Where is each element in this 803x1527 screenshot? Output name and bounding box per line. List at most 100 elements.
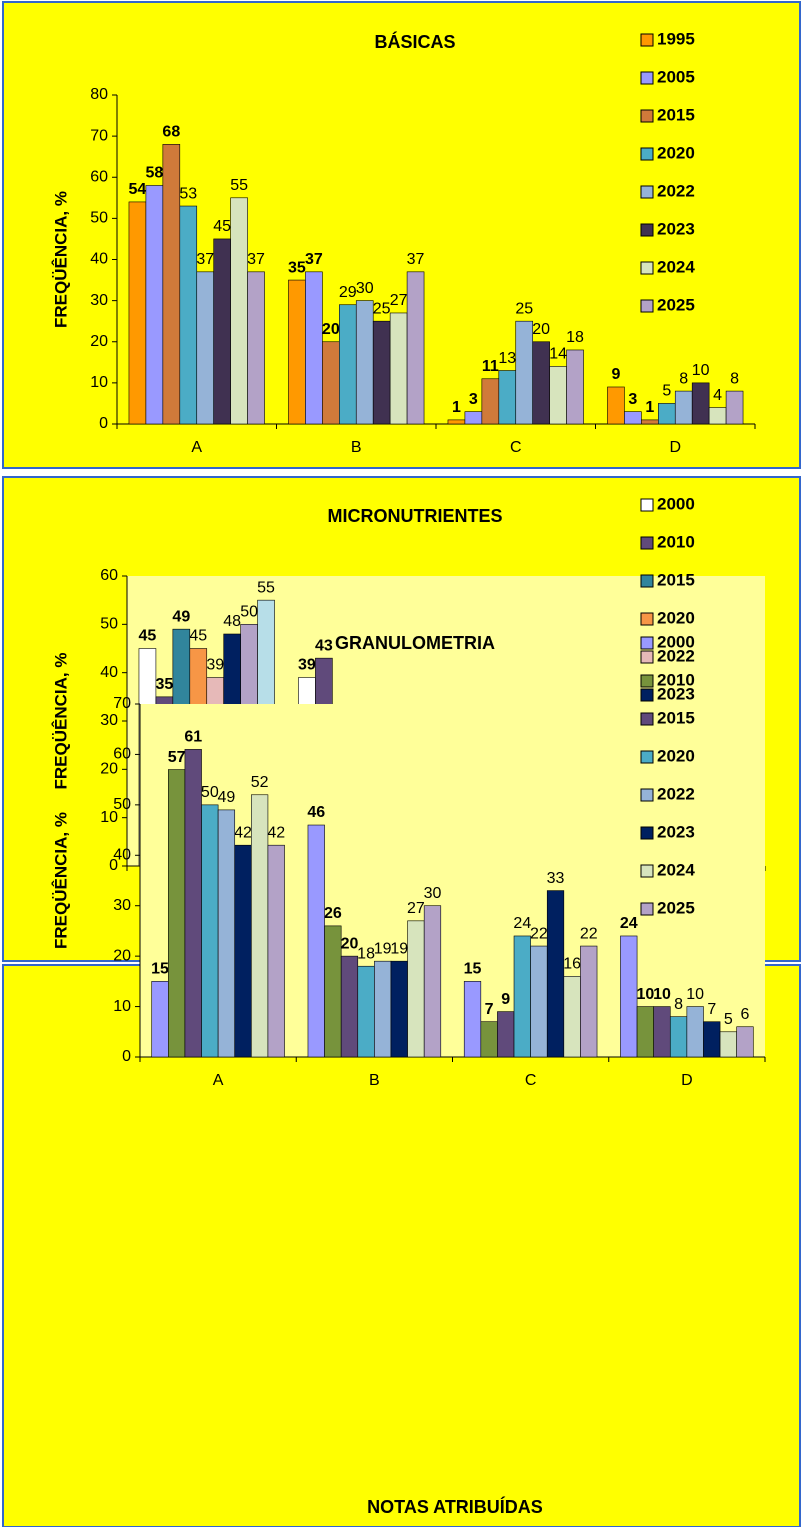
data-label: 8 bbox=[674, 996, 683, 1013]
legend-label: 2010 bbox=[657, 532, 695, 551]
data-label: 30 bbox=[356, 280, 374, 297]
bar bbox=[128, 201, 147, 425]
data-label: 10 bbox=[653, 986, 671, 1003]
data-label: 45 bbox=[139, 628, 157, 645]
bar bbox=[447, 419, 466, 425]
y-tick-label: 60 bbox=[100, 567, 118, 584]
y-tick-label: 20 bbox=[100, 761, 118, 778]
legend-label: 2005 bbox=[657, 67, 695, 86]
legend-label: 2020 bbox=[657, 608, 695, 627]
legend-label: 2022 bbox=[657, 784, 695, 803]
data-label: 37 bbox=[407, 251, 425, 268]
data-label: 7 bbox=[707, 1001, 716, 1018]
bar bbox=[498, 370, 517, 425]
bar bbox=[669, 1016, 688, 1058]
legend-label: 2024 bbox=[657, 257, 695, 276]
legend-swatch bbox=[640, 826, 654, 840]
legend-swatch bbox=[640, 750, 654, 764]
bar bbox=[307, 824, 325, 1058]
panel bbox=[2, 964, 801, 1527]
legend-swatch bbox=[640, 185, 654, 199]
bar bbox=[620, 935, 638, 1058]
data-label: 49 bbox=[218, 789, 236, 806]
legend-swatch bbox=[640, 612, 654, 626]
bar bbox=[480, 1021, 498, 1058]
bar bbox=[464, 411, 483, 425]
data-label: 3 bbox=[628, 391, 637, 408]
bar bbox=[736, 1026, 754, 1058]
bar bbox=[641, 419, 659, 425]
bar bbox=[184, 749, 202, 1058]
data-label: 24 bbox=[620, 915, 638, 932]
bar bbox=[230, 197, 248, 425]
data-label: 19 bbox=[374, 940, 392, 957]
data-label: 1 bbox=[645, 399, 654, 416]
y-tick-label: 40 bbox=[90, 251, 108, 268]
bar bbox=[179, 205, 198, 425]
bar bbox=[546, 890, 565, 1058]
y-tick-label: 70 bbox=[113, 695, 131, 712]
data-label: 53 bbox=[179, 185, 197, 202]
data-label: 57 bbox=[168, 749, 186, 766]
y-tick-label: 40 bbox=[113, 847, 131, 864]
data-label: 55 bbox=[230, 177, 248, 194]
y-axis-label: FREQÜÊNCIA, % bbox=[51, 653, 70, 790]
data-label: 37 bbox=[196, 251, 214, 268]
bar bbox=[162, 144, 181, 425]
bar bbox=[305, 271, 323, 425]
legend-swatch bbox=[640, 147, 654, 161]
data-label: 50 bbox=[201, 784, 219, 801]
bar bbox=[247, 271, 265, 425]
data-label: 45 bbox=[189, 628, 207, 645]
data-label: 15 bbox=[464, 961, 482, 978]
data-label: 50 bbox=[240, 604, 258, 621]
data-label: 16 bbox=[563, 956, 581, 973]
data-label: 25 bbox=[373, 300, 391, 317]
data-label: 5 bbox=[662, 383, 671, 400]
legend-label: 2024 bbox=[657, 860, 695, 879]
x-tick-label: C bbox=[510, 439, 522, 456]
legend-swatch bbox=[640, 498, 654, 512]
data-label: 29 bbox=[339, 284, 357, 301]
bar bbox=[357, 965, 375, 1058]
legend-label: 2000 bbox=[657, 632, 695, 651]
y-tick-label: 20 bbox=[113, 947, 131, 964]
legend-label: 2023 bbox=[657, 684, 695, 703]
data-label: 8 bbox=[679, 370, 688, 387]
data-label: 8 bbox=[730, 370, 739, 387]
data-label: 22 bbox=[530, 925, 548, 942]
y-tick-label: 0 bbox=[99, 415, 108, 432]
y-axis-label: FREQÜÊNCIA, % bbox=[51, 812, 70, 949]
legend-swatch bbox=[640, 674, 654, 688]
bar bbox=[374, 960, 392, 1058]
data-label: 25 bbox=[515, 300, 533, 317]
legend-swatch bbox=[640, 636, 654, 650]
data-label: 54 bbox=[129, 181, 147, 198]
bar bbox=[322, 341, 340, 425]
legend-label: 2022 bbox=[657, 646, 695, 665]
bar bbox=[566, 349, 584, 425]
chart-title: MICRONUTRIENTES bbox=[328, 506, 503, 526]
data-label: 10 bbox=[636, 986, 654, 1003]
legend-swatch bbox=[640, 902, 654, 916]
data-label: 37 bbox=[305, 251, 323, 268]
data-label: 33 bbox=[547, 870, 565, 887]
x-tick-label: A bbox=[213, 1072, 224, 1089]
x-tick-label: C bbox=[525, 1072, 537, 1089]
y-tick-label: 70 bbox=[90, 127, 108, 144]
bar bbox=[201, 804, 219, 1058]
data-label: 20 bbox=[341, 935, 359, 952]
bar bbox=[213, 238, 231, 425]
x-tick-label: D bbox=[681, 1072, 693, 1089]
bar bbox=[463, 981, 482, 1058]
legend-swatch bbox=[640, 223, 654, 237]
data-label: 35 bbox=[155, 676, 173, 693]
y-tick-label: 50 bbox=[100, 616, 118, 633]
data-label: 20 bbox=[532, 321, 550, 338]
data-label: 48 bbox=[223, 613, 241, 630]
y-tick-label: 10 bbox=[90, 374, 108, 391]
legend-label: 2025 bbox=[657, 898, 695, 917]
legend-label: 2015 bbox=[657, 570, 695, 589]
legend-label: 2020 bbox=[657, 746, 695, 765]
